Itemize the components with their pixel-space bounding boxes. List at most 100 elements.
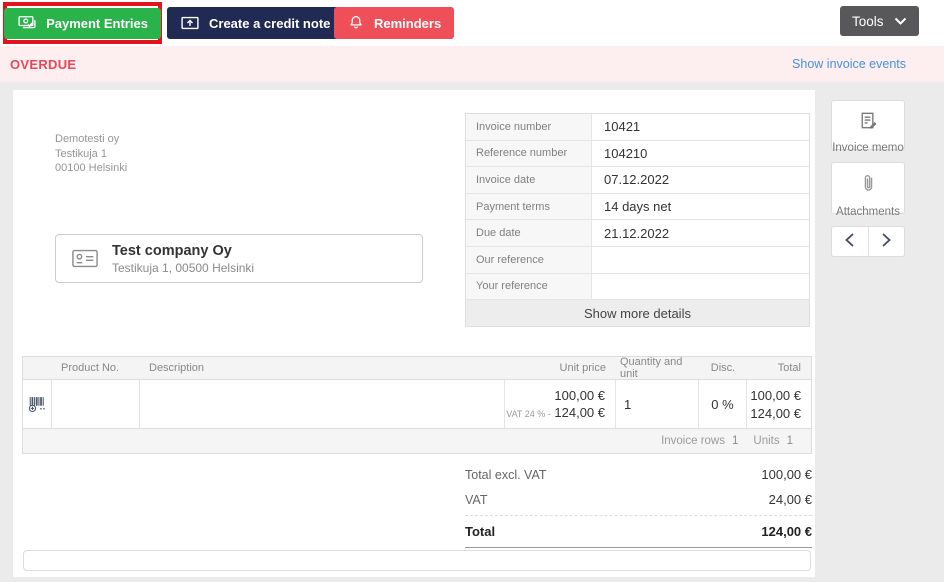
total-excl-vat-row: Total excl. VAT 100,00 € <box>465 462 812 487</box>
unit-price-cell: 100,00 € VAT 24 % - 124,00 € <box>505 380 616 428</box>
detail-label: Due date <box>466 220 592 246</box>
total-excl-vat-label: Total excl. VAT <box>465 467 547 482</box>
your-reference-value <box>592 274 809 300</box>
reminders-button[interactable]: Reminders <box>334 7 455 39</box>
detail-row: Reference number 104210 <box>466 140 809 168</box>
barcode-plus-icon[interactable] <box>23 380 52 428</box>
create-credit-note-button[interactable]: Create a credit note <box>167 7 344 39</box>
due-date-value: 21.12.2022 <box>604 225 670 241</box>
header-description: Description <box>149 362 205 374</box>
total-excl-vat-value: 100,00 € <box>761 467 812 482</box>
show-more-details-button[interactable]: Show more details <box>466 300 809 327</box>
detail-label: Your reference <box>466 273 592 300</box>
customer-name: Test company Oy <box>112 242 232 259</box>
unit-price-incl: 124,00 € <box>554 405 605 420</box>
sender-address: Demotesti oy Testikuja 1 00100 Helsinki <box>55 132 127 176</box>
reference-number-value: 104210 <box>604 145 648 161</box>
header-total: Total <box>777 362 801 374</box>
attachments-label: Attachments <box>836 206 900 218</box>
invoice-details-table: Invoice number 10421 Reference number 10… <box>465 113 810 328</box>
header-quantity: Quantity and unit <box>620 356 683 380</box>
product-table-header: Product No. Description Unit price Quant… <box>23 356 811 380</box>
header-discount: Disc. <box>710 362 736 374</box>
unit-price-incl-line: VAT 24 % - 124,00 € <box>506 405 605 420</box>
invoice-notes-field[interactable] <box>23 550 811 571</box>
payment-terms-value: 14 days net <box>604 199 672 215</box>
invoice-number-value: 10421 <box>604 119 641 135</box>
chevron-down-icon <box>894 17 907 25</box>
product-row: 100,00 € VAT 24 % - 124,00 € 1 0 % 100,0… <box>23 380 811 429</box>
reminders-label: Reminders <box>374 15 442 31</box>
invoice-date-value: 07.12.2022 <box>604 172 670 188</box>
page-background: Demotesti oy Testikuja 1 00100 Helsinki … <box>0 82 944 582</box>
detail-label: Reference number <box>466 140 592 167</box>
header-product-no: Product No. <box>61 362 120 374</box>
payment-entries-button[interactable]: Payment Entries <box>4 7 161 39</box>
our-reference-value <box>592 247 809 273</box>
payment-entries-label: Payment Entries <box>46 15 148 31</box>
sender-line: 00100 Helsinki <box>55 162 128 174</box>
contact-card-icon <box>72 249 98 268</box>
tools-label: Tools <box>852 13 884 29</box>
discount-cell: 0 % <box>699 380 747 428</box>
vat-label: VAT <box>465 492 488 507</box>
detail-row: Payment terms 14 days net <box>466 193 809 221</box>
grand-total-row: Total 124,00 € <box>465 518 812 545</box>
unit-price-excl: 100,00 € <box>554 388 605 403</box>
invoice-memo-button[interactable]: Invoice memo <box>831 100 905 154</box>
chevron-right-icon <box>881 232 892 251</box>
bell-icon <box>347 14 365 32</box>
grand-total-value: 124,00 € <box>761 524 812 539</box>
status-badge: OVERDUE <box>10 56 77 72</box>
vat-value: 24,00 € <box>768 492 812 507</box>
invoice-pager <box>831 226 905 257</box>
detail-row: Invoice number 10421 <box>466 114 809 141</box>
detail-label: Payment terms <box>466 193 592 220</box>
status-bar: OVERDUE Show invoice events <box>0 46 944 82</box>
vat-row: VAT 24,00 € <box>465 487 812 512</box>
customer-card[interactable]: Test company Oy Testikuja 1, 00500 Helsi… <box>55 234 423 283</box>
next-invoice-button[interactable] <box>867 227 905 256</box>
units-count: 1 <box>786 435 793 447</box>
row-total-cell: 100,00 € 124,00 € <box>747 380 811 428</box>
invoice-panel: Demotesti oy Testikuja 1 00100 Helsinki … <box>13 90 815 577</box>
invoice-rows-label: Invoice rows <box>661 435 725 447</box>
detail-label: Invoice number <box>466 114 592 140</box>
tools-button[interactable]: Tools <box>840 6 919 36</box>
row-total-incl: 124,00 € <box>750 405 801 421</box>
customer-info: Test company Oy Testikuja 1, 00500 Helsi… <box>112 243 254 275</box>
customer-address: Testikuja 1, 00500 Helsinki <box>112 260 255 275</box>
attachments-button[interactable]: Attachments <box>831 162 905 218</box>
totals-section: Total excl. VAT 100,00 € VAT 24,00 € Tot… <box>465 462 812 548</box>
paperclip-icon <box>858 175 879 200</box>
invoice-rows-count: 1 <box>731 435 739 447</box>
payment-entries-icon <box>17 13 37 33</box>
detail-label: Our reference <box>466 246 592 273</box>
detail-row: Due date 21.12.2022 <box>466 220 809 247</box>
chevron-left-icon <box>844 232 855 251</box>
credit-note-label: Create a credit note <box>209 15 331 31</box>
header-unit-price: Unit price <box>559 362 606 374</box>
totals-underline <box>465 547 812 548</box>
payment-entries-highlight: Payment Entries <box>3 2 162 44</box>
product-no-cell <box>52 380 140 428</box>
memo-icon <box>857 112 880 136</box>
row-total-excl: 100,00 € <box>750 387 801 403</box>
detail-row: Invoice date 07.12.2022 <box>466 167 809 194</box>
previous-invoice-button[interactable] <box>832 227 868 256</box>
units-label: Units <box>753 435 780 447</box>
product-table: Product No. Description Unit price Quant… <box>22 356 812 454</box>
detail-row: Your reference <box>466 273 809 301</box>
invoice-memo-label: Invoice memo <box>832 142 904 154</box>
quantity-cell: 1 <box>616 380 699 428</box>
vat-rate-label: VAT 24 % - <box>506 409 551 419</box>
product-table-footer: Invoice rows 1 Units 1 <box>23 429 811 453</box>
toolbar: Payment Entries Create a credit note Rem <box>0 0 944 46</box>
totals-divider <box>465 515 812 516</box>
sender-line: Demotesti oy <box>55 133 120 145</box>
show-invoice-events-link[interactable]: Show invoice events <box>792 57 906 71</box>
grand-total-label: Total <box>465 524 496 539</box>
detail-row: Our reference <box>466 246 809 274</box>
detail-label: Invoice date <box>466 167 592 193</box>
